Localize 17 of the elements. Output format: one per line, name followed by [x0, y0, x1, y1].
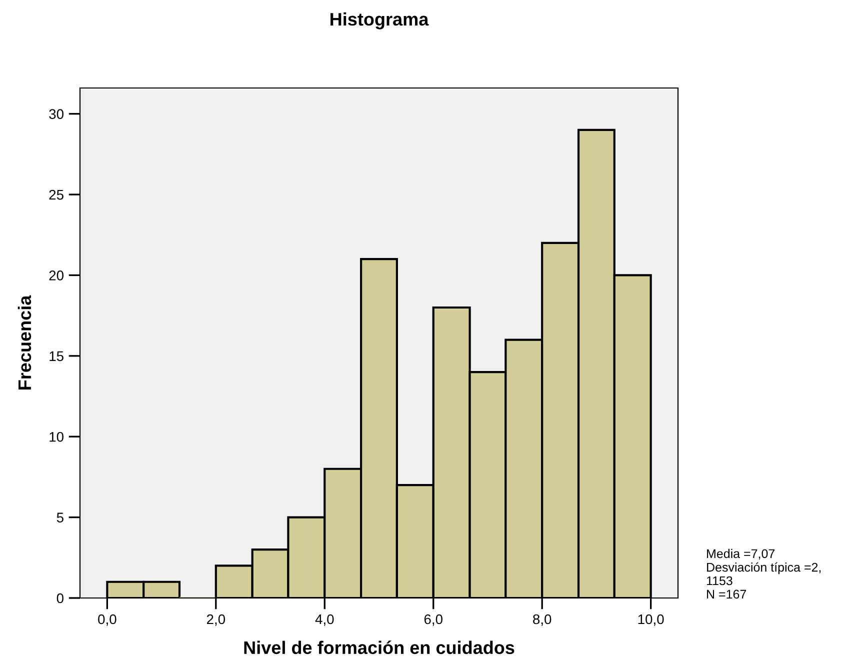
y-tick-label: 25 — [49, 190, 64, 200]
y-tick-label: 20 — [49, 270, 64, 280]
x-tick-label: 8,0 — [533, 614, 552, 626]
x-tick-label: 10,0 — [638, 614, 664, 626]
y-tick-label: 5 — [56, 512, 64, 522]
y-tick-label: 15 — [50, 351, 64, 362]
y-axis-title: Frecuencia — [18, 295, 32, 390]
x-tick-label: 4,0 — [315, 614, 334, 626]
x-tick-label: 0,0 — [98, 614, 116, 626]
y-tick-label: 10 — [50, 432, 64, 442]
y-tick-label: 0 — [56, 593, 64, 604]
x-tick-label: 6,0 — [424, 614, 442, 626]
x-axis-title: Nivel de formación en cuidados — [244, 640, 514, 654]
x-tick-label: 2,0 — [206, 614, 226, 626]
chart-title: Histograma — [330, 12, 429, 30]
text: Media =7,07 Desviación típica =2, 1153 N =167 — [706, 548, 821, 599]
y-tick-label: 30 — [49, 109, 64, 119]
